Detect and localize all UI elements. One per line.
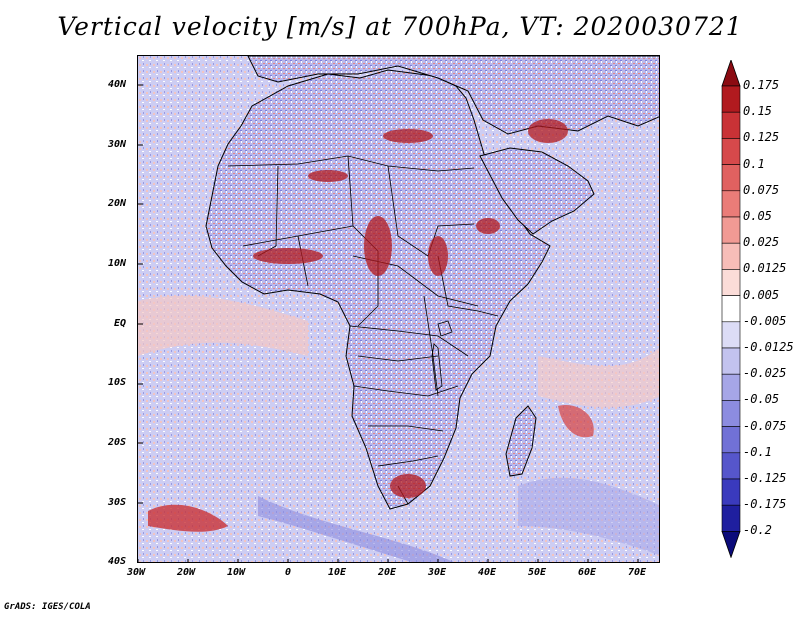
storm-southwest	[148, 504, 228, 532]
lon-label-10e: 10E	[328, 567, 347, 578]
colorbar-min-triangle	[721, 530, 741, 558]
lon-label-0: 0	[285, 567, 292, 578]
colorbar-tick-label: -0.075	[743, 418, 787, 433]
colorbar-tick-label: 0.125	[743, 130, 780, 145]
lat-label-20s: 20S	[108, 437, 127, 448]
lon-label-60e: 60E	[578, 567, 597, 578]
colorbar-tick-label: -0.025	[743, 366, 787, 381]
colorbar-bin	[721, 373, 741, 401]
convection-spots	[253, 119, 568, 498]
map-panel	[137, 55, 660, 563]
colorbar	[721, 60, 741, 558]
colorbar-tick-label: 0.0125	[743, 261, 787, 276]
lon-label-10w: 10W	[227, 567, 246, 578]
lon-label-40e: 40E	[478, 567, 497, 578]
storm-southeast	[558, 405, 594, 438]
colorbar-bin	[721, 347, 741, 375]
colorbar-bin	[721, 452, 741, 480]
colorbar-tick-label: 0.005	[743, 287, 780, 302]
colorbar-bin	[721, 242, 741, 270]
map-svg	[138, 56, 659, 562]
lon-label-30w: 30W	[127, 567, 146, 578]
axis-ticks	[138, 84, 639, 562]
colorbar-tick-label: 0.05	[743, 209, 772, 223]
colorbar-tick-label: -0.2	[743, 523, 772, 538]
colorbar-bin	[721, 216, 741, 244]
colorbar-bin	[721, 164, 741, 192]
colorbar-tick-label: -0.125	[743, 471, 787, 485]
colorbar-tick-label: -0.05	[743, 392, 780, 407]
colorbar-bin	[721, 138, 741, 165]
lat-label-10s: 10S	[108, 377, 127, 388]
swirl-band-southeast	[518, 477, 659, 556]
cloud-band-atlantic	[138, 295, 308, 356]
colorbar-tick-label: 0.175	[743, 78, 780, 92]
map-title: Vertical velocity [m/s] at 700hPa, VT: 2…	[57, 12, 743, 41]
lat-label-40n: 40N	[108, 79, 127, 90]
colorbar-bin	[721, 111, 741, 139]
lake-tanganyika	[431, 343, 443, 391]
madagascar	[505, 405, 537, 477]
colorbar-bin	[721, 426, 741, 454]
colorbar-tick-label: -0.0125	[743, 340, 794, 354]
lon-label-20w: 20W	[177, 567, 196, 578]
swirl-band-south	[258, 496, 454, 562]
colorbar-tick-label: 0.15	[743, 104, 772, 119]
colorbar-bin	[721, 478, 741, 506]
colorbar-bin	[721, 400, 741, 427]
lon-label-50e: 50E	[528, 567, 547, 578]
colorbar-max-triangle	[721, 60, 741, 87]
lat-label-30s: 30S	[108, 497, 127, 508]
colorbar-bin	[721, 85, 741, 113]
colorbar-tick-label: -0.005	[743, 313, 787, 328]
colorbar-bin	[721, 295, 741, 323]
lon-label-30e: 30E	[428, 567, 447, 578]
lat-label-eq: EQ	[114, 318, 127, 329]
lat-label-10n: 10N	[108, 258, 127, 269]
colorbar-tick-label: 0.1	[743, 156, 765, 171]
colorbar-bin	[721, 321, 741, 349]
lat-label-30n: 30N	[108, 139, 127, 150]
northern-landmass	[247, 56, 659, 135]
colorbar-bin	[721, 269, 741, 296]
lon-label-20e: 20E	[378, 567, 397, 578]
lat-label-40s: 40S	[108, 556, 127, 567]
colorbar-tick-label: -0.1	[743, 444, 772, 459]
cloud-band-indian	[538, 347, 659, 408]
lon-label-70e: 70E	[628, 567, 647, 578]
colorbar-tick-label: -0.175	[743, 497, 787, 512]
colorbar-tick-label: 0.075	[743, 182, 780, 197]
colorbar-tick-label: 0.025	[743, 235, 780, 250]
lake-victoria	[437, 320, 453, 337]
arabian-peninsula	[479, 147, 595, 235]
colorbar-bin	[721, 190, 741, 218]
lat-label-20n: 20N	[108, 198, 127, 209]
colorbar-bin	[721, 504, 741, 532]
credit-text: GrADS: IGES/COLA	[4, 602, 91, 612]
